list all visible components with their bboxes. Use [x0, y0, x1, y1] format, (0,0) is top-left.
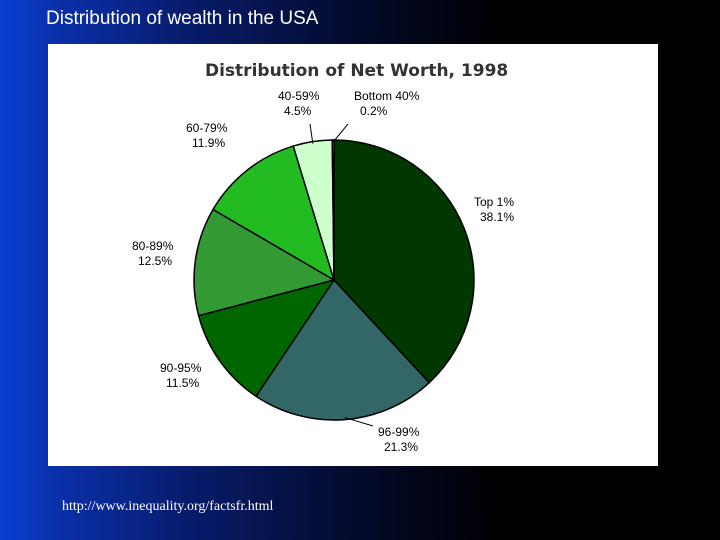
pie-slices: [193, 139, 475, 421]
slice-category-label: 60-79%: [186, 121, 228, 135]
pie-slice-60-79-: [212, 145, 336, 282]
pie-slice-80-89-: [193, 208, 336, 317]
source-link[interactable]: http://www.inequality.org/factsfr.html: [62, 499, 274, 514]
slice-category-label: 80-89%: [132, 239, 174, 253]
slice-value-label: 21.3%: [384, 440, 418, 454]
slice-value-label: 4.5%: [284, 104, 312, 118]
slice-value-label: 0.2%: [360, 104, 388, 118]
pie-slice-top-1-: [333, 139, 475, 384]
slice-value-label: 11.5%: [166, 376, 199, 390]
slice-value-label: 12.5%: [138, 254, 172, 268]
leader-line: [332, 123, 349, 143]
pie-slice-bottom-40-: [331, 139, 335, 281]
leader-lines: [309, 123, 374, 427]
chart-panel: Distribution of Net Worth, 1998 Top 1% 38…: [48, 44, 658, 466]
slice-category-label: 96-99%: [378, 425, 420, 439]
slice-value-label: 38.1%: [480, 210, 514, 224]
pie-slice-96-99-: [254, 278, 431, 421]
slice-category-label: 90-95%: [160, 361, 202, 375]
leader-line: [344, 417, 374, 427]
pie-chart: Distribution of Net Worth, 1998 Top 1%38…: [132, 61, 514, 454]
chart-title: Distribution of Net Worth, 1998: [205, 61, 508, 81]
slice-value-label: 11.9%: [192, 136, 225, 150]
slice-category-label: Top 1%: [474, 195, 514, 209]
slide-title: Distribution of wealth in the USA: [46, 8, 319, 29]
slice-category-label: Bottom 40%: [354, 89, 420, 103]
slice-category-label: 40-59%: [278, 89, 320, 103]
pie-slice-90-95-: [197, 278, 336, 398]
leader-line: [309, 123, 314, 144]
slice-labels: Top 1%38.1%96-99%21.3%90-95%11.5%80-89%1…: [132, 89, 514, 454]
